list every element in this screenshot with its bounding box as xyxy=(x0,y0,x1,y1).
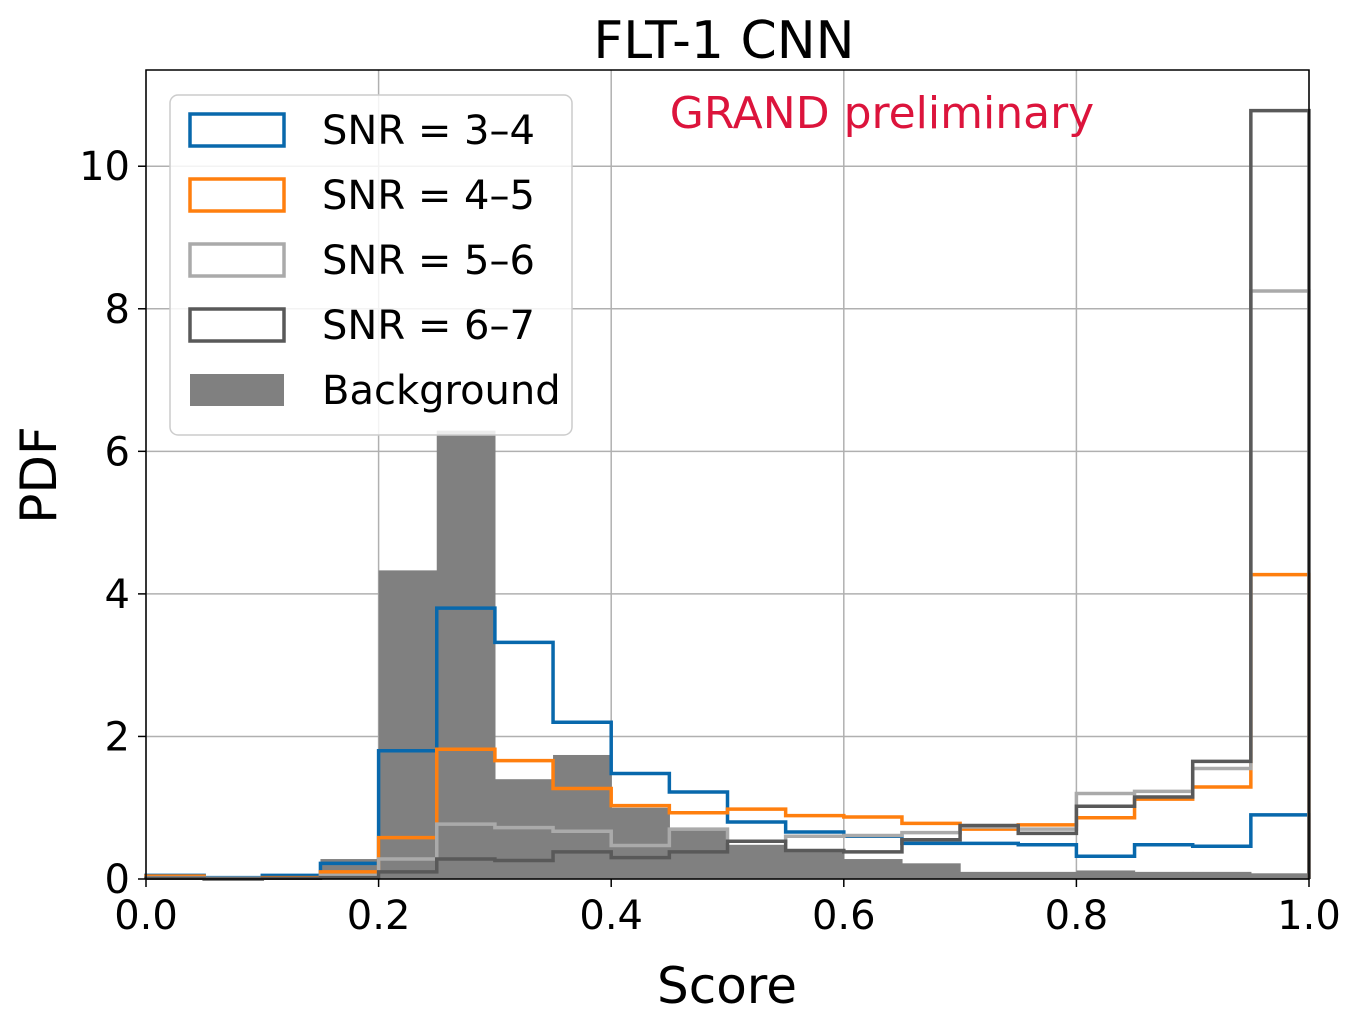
background-bar xyxy=(727,844,787,879)
legend-label: Background xyxy=(322,368,561,414)
y-tick-label: 4 xyxy=(105,572,130,618)
background-bar xyxy=(843,859,903,879)
series-step-line-1 xyxy=(144,572,1311,881)
background-bar xyxy=(436,430,496,879)
legend-swatch xyxy=(188,177,286,213)
x-axis-label: Score xyxy=(657,957,797,1015)
y-axis-label: PDF xyxy=(10,426,68,523)
legend-swatch xyxy=(188,242,286,278)
legend-label: SNR = 3–4 xyxy=(322,108,535,154)
background-bar xyxy=(785,851,845,879)
y-axis-ticks: 0 2 4 6 8 10 xyxy=(79,144,146,903)
y-tick-label: 2 xyxy=(105,714,130,760)
y-tick-label: 0 xyxy=(105,857,130,903)
x-axis-ticks: 0.0 0.2 0.4 0.6 0.8 1.0 xyxy=(114,879,1341,939)
legend-swatch xyxy=(188,307,286,343)
background-bar xyxy=(611,807,670,879)
y-tick-label: 8 xyxy=(105,287,130,333)
x-tick-label: 0.6 xyxy=(812,893,876,939)
legend: SNR = 3–4 SNR = 4–5 SNR = 5–6 SNR = 6–7 Back… xyxy=(169,94,573,436)
background-bar xyxy=(1018,871,1077,879)
y-tick-label: 6 xyxy=(105,429,130,475)
legend-label: SNR = 4–5 xyxy=(322,173,535,219)
legend-label: SNR = 5–6 xyxy=(322,238,535,284)
legend-label: SNR = 6–7 xyxy=(322,303,535,349)
x-tick-label: 0.2 xyxy=(347,893,411,939)
legend-swatch xyxy=(188,112,286,148)
chart-title: FLT-1 CNN xyxy=(593,11,854,71)
background-bar xyxy=(1250,873,1310,879)
x-tick-label: 0.4 xyxy=(579,893,643,939)
background-bar xyxy=(1134,871,1194,879)
background-bar xyxy=(1076,870,1136,879)
background-bar xyxy=(901,863,961,879)
background-bar xyxy=(378,570,438,879)
series-step-line-0 xyxy=(144,606,1311,880)
background-bar xyxy=(553,754,612,879)
background-bar xyxy=(669,830,729,879)
series-step-line-3 xyxy=(144,108,1311,881)
plot-frame xyxy=(145,69,1310,880)
background-bar xyxy=(960,871,1019,879)
y-tick-label: 10 xyxy=(79,144,130,190)
x-tick-label: 0.8 xyxy=(1045,893,1109,939)
grand-preliminary-annotation: GRAND preliminary xyxy=(670,88,1094,139)
signal-histograms xyxy=(144,108,1311,881)
x-tick-label: 0.0 xyxy=(114,893,178,939)
legend-swatch xyxy=(190,374,284,406)
background-bar xyxy=(1192,871,1252,879)
x-tick-label: 1.0 xyxy=(1277,893,1341,939)
